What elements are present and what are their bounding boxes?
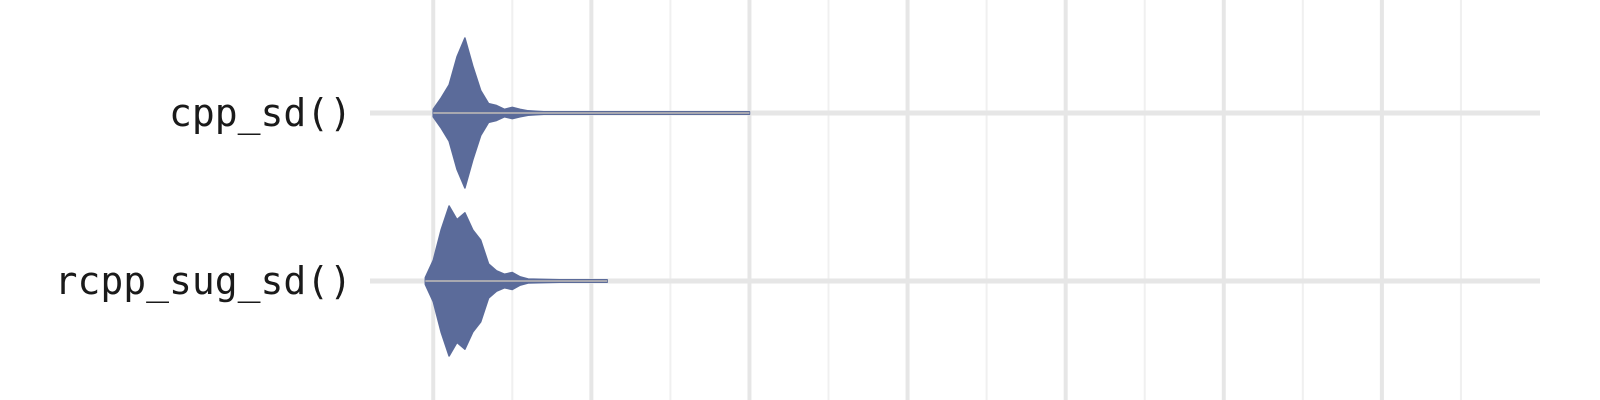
y-tick-labels: cpp_sd() rcpp_sug_sd() bbox=[55, 91, 352, 304]
grid bbox=[370, 0, 1540, 400]
y-tick-label-0: cpp_sd() bbox=[169, 91, 352, 136]
y-tick-label-1: rcpp_sug_sd() bbox=[55, 259, 352, 304]
violins bbox=[424, 37, 751, 357]
